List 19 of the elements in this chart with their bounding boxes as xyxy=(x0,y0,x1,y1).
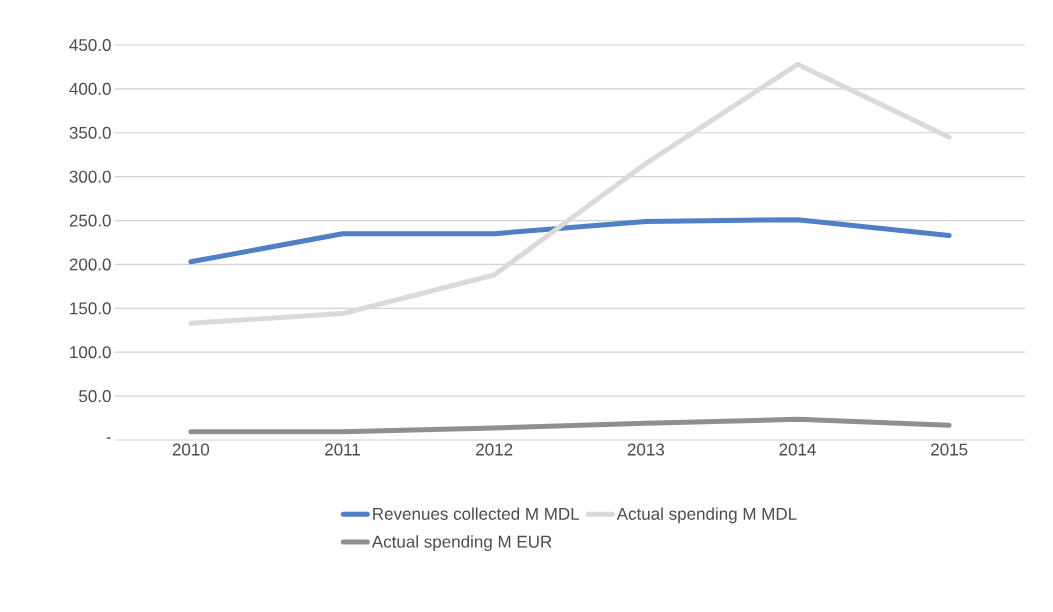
y-tick-label: 300.0 xyxy=(69,170,111,183)
y-tick-label: - xyxy=(106,437,111,439)
x-tick-label: 2011 xyxy=(325,443,360,456)
x-tick-label: 2013 xyxy=(627,443,664,456)
y-tick-label: 250.0 xyxy=(69,214,111,227)
legend-label: Revenues collected M MDL xyxy=(373,507,580,520)
x-tick-label: 2015 xyxy=(931,443,968,456)
y-tick-label: 100.0 xyxy=(70,346,111,359)
y-tick-label: 50.0 xyxy=(79,390,111,403)
y-tick-label: 450.0 xyxy=(69,38,111,52)
x-tick-label: 2010 xyxy=(172,443,210,456)
y-tick-label: 150.0 xyxy=(70,302,111,315)
x-tick-label: 2014 xyxy=(779,443,816,456)
y-tick-label: 400.0 xyxy=(69,82,111,95)
legend-label: Actual spending M MDL xyxy=(616,507,797,524)
y-tick-label: 350.0 xyxy=(69,126,111,139)
x-tick-label: 2012 xyxy=(476,443,513,456)
y-tick-label: 200.0 xyxy=(69,258,111,271)
legend-label: Actual spending M EUR xyxy=(371,535,552,552)
